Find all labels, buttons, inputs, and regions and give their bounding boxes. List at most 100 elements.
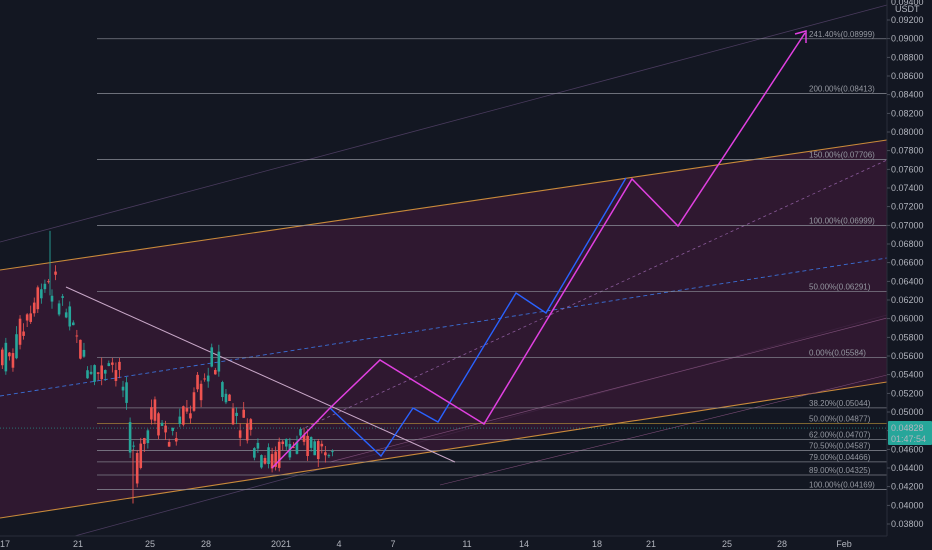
x-tick-label-1: 21: [73, 539, 83, 549]
fib-label-6: 38.20%(0.05044): [809, 399, 871, 408]
candle-body: [150, 407, 153, 420]
candle-body: [96, 372, 100, 374]
candle-body: [107, 363, 111, 367]
candle-body: [164, 425, 167, 433]
candle-body: [146, 430, 150, 444]
candle-body: [299, 429, 302, 436]
candle-body: [199, 383, 203, 401]
candle-body: [267, 447, 270, 465]
candle-body: [18, 318, 22, 345]
candle-body: [125, 382, 128, 403]
candle-body: [292, 446, 295, 448]
candle-body: [4, 342, 8, 372]
candle-body: [114, 370, 118, 381]
candle-body: [302, 434, 306, 442]
candle-body: [288, 443, 292, 458]
candle-body: [157, 413, 160, 436]
candle-body: [327, 455, 331, 457]
candle-body: [22, 331, 25, 336]
candle-body: [100, 365, 103, 380]
currency-label: USDT: [895, 4, 920, 14]
y-tick-label-22: 0.08200: [891, 108, 924, 118]
candle-body: [139, 443, 143, 468]
candle-body: [178, 416, 182, 424]
x-tick-label-8: 14: [519, 539, 529, 549]
x-tick-label-11: 25: [722, 539, 732, 549]
fib-label-2: 150.00%(0.07706): [809, 150, 875, 159]
candle-body: [36, 287, 40, 310]
fib-label-7: 50.00%(0.04877): [809, 414, 871, 423]
candle-body: [295, 442, 299, 454]
candle-body: [72, 322, 75, 326]
candle-body: [210, 347, 214, 367]
price-label-box: [888, 421, 932, 446]
y-tick-label-14: 0.06600: [891, 258, 924, 268]
y-tick-label-20: 0.07800: [891, 146, 924, 156]
candle-body: [93, 365, 96, 382]
x-tick-label-0: 17: [0, 539, 10, 549]
candle-body: [54, 271, 57, 275]
candle-body: [15, 334, 18, 359]
candle-body: [263, 458, 267, 464]
candle-body: [153, 399, 157, 421]
candle-body: [118, 361, 121, 370]
candle-body: [40, 289, 43, 299]
candle-body: [306, 435, 309, 457]
fib-label-10: 79.00%(0.04466): [809, 453, 871, 462]
y-tick-label-11: 0.06000: [891, 314, 924, 324]
time-axis-bg: [0, 536, 932, 550]
candle-body: [320, 443, 324, 447]
plot-area[interactable]: 241.40%(0.08999) 200.00%(0.08413) 150.00%(…: [0, 4, 887, 540]
candle-body: [260, 455, 263, 468]
y-tick-label-8: 0.05400: [891, 370, 924, 380]
candle-body: [256, 442, 260, 449]
candle-body: [47, 281, 50, 283]
fib-label-12: 100.00%(0.04169): [809, 481, 875, 490]
candle-body: [316, 441, 320, 460]
channel-upper-line: [0, 139, 887, 271]
candle-body: [235, 412, 238, 416]
y-tick-label-24: 0.08600: [891, 71, 924, 81]
candle-body: [50, 295, 54, 302]
candle-body: [82, 349, 86, 357]
fib-label-3: 100.00%(0.06999): [809, 216, 875, 225]
candle-body: [217, 351, 221, 372]
candle-body: [238, 430, 242, 438]
price-axis-bg: [887, 0, 932, 550]
y-tick-label-18: 0.07400: [891, 183, 924, 193]
y-tick-label-10: 0.05800: [891, 332, 924, 342]
y-tick-label-2: 0.04200: [891, 482, 924, 492]
candle-body: [135, 453, 139, 484]
x-tick-label-4: 2021: [271, 539, 291, 549]
fib-label-1: 200.00%(0.08413): [809, 84, 875, 93]
x-tick-label-2: 25: [145, 539, 155, 549]
candle-body: [270, 454, 274, 469]
candle-body: [29, 313, 32, 322]
candle-body: [174, 438, 178, 442]
y-tick-label-23: 0.08400: [891, 90, 924, 100]
y-tick-label-12: 0.06200: [891, 295, 924, 305]
candle-body: [274, 451, 277, 467]
fib-label-0: 241.40%(0.08999): [809, 30, 875, 39]
candle-body: [214, 369, 217, 375]
candle-body: [309, 437, 313, 448]
y-tick-label-6: 0.05000: [891, 407, 924, 417]
candle-body: [128, 422, 132, 453]
candle-body: [79, 339, 82, 359]
y-tick-label-21: 0.08000: [891, 127, 924, 137]
descending-trendline: [65, 286, 456, 463]
candle-body: [1, 349, 4, 366]
y-tick-label-27: 0.09200: [891, 15, 924, 25]
channel-inner-ray-2: [439, 374, 887, 486]
candle-body: [285, 438, 288, 447]
candle-body: [11, 353, 15, 368]
fib-label-4: 50.00%(0.06291): [809, 283, 871, 292]
projection-path-blue: [329, 177, 627, 458]
x-tick-label-7: 11: [462, 539, 471, 549]
y-tick-label-13: 0.06400: [891, 276, 924, 286]
y-tick-label-top: 0.09400: [891, 0, 924, 7]
candle-body: [228, 394, 231, 402]
candle-body: [32, 302, 36, 314]
fib-label-11: 89.00%(0.04325): [809, 466, 871, 475]
